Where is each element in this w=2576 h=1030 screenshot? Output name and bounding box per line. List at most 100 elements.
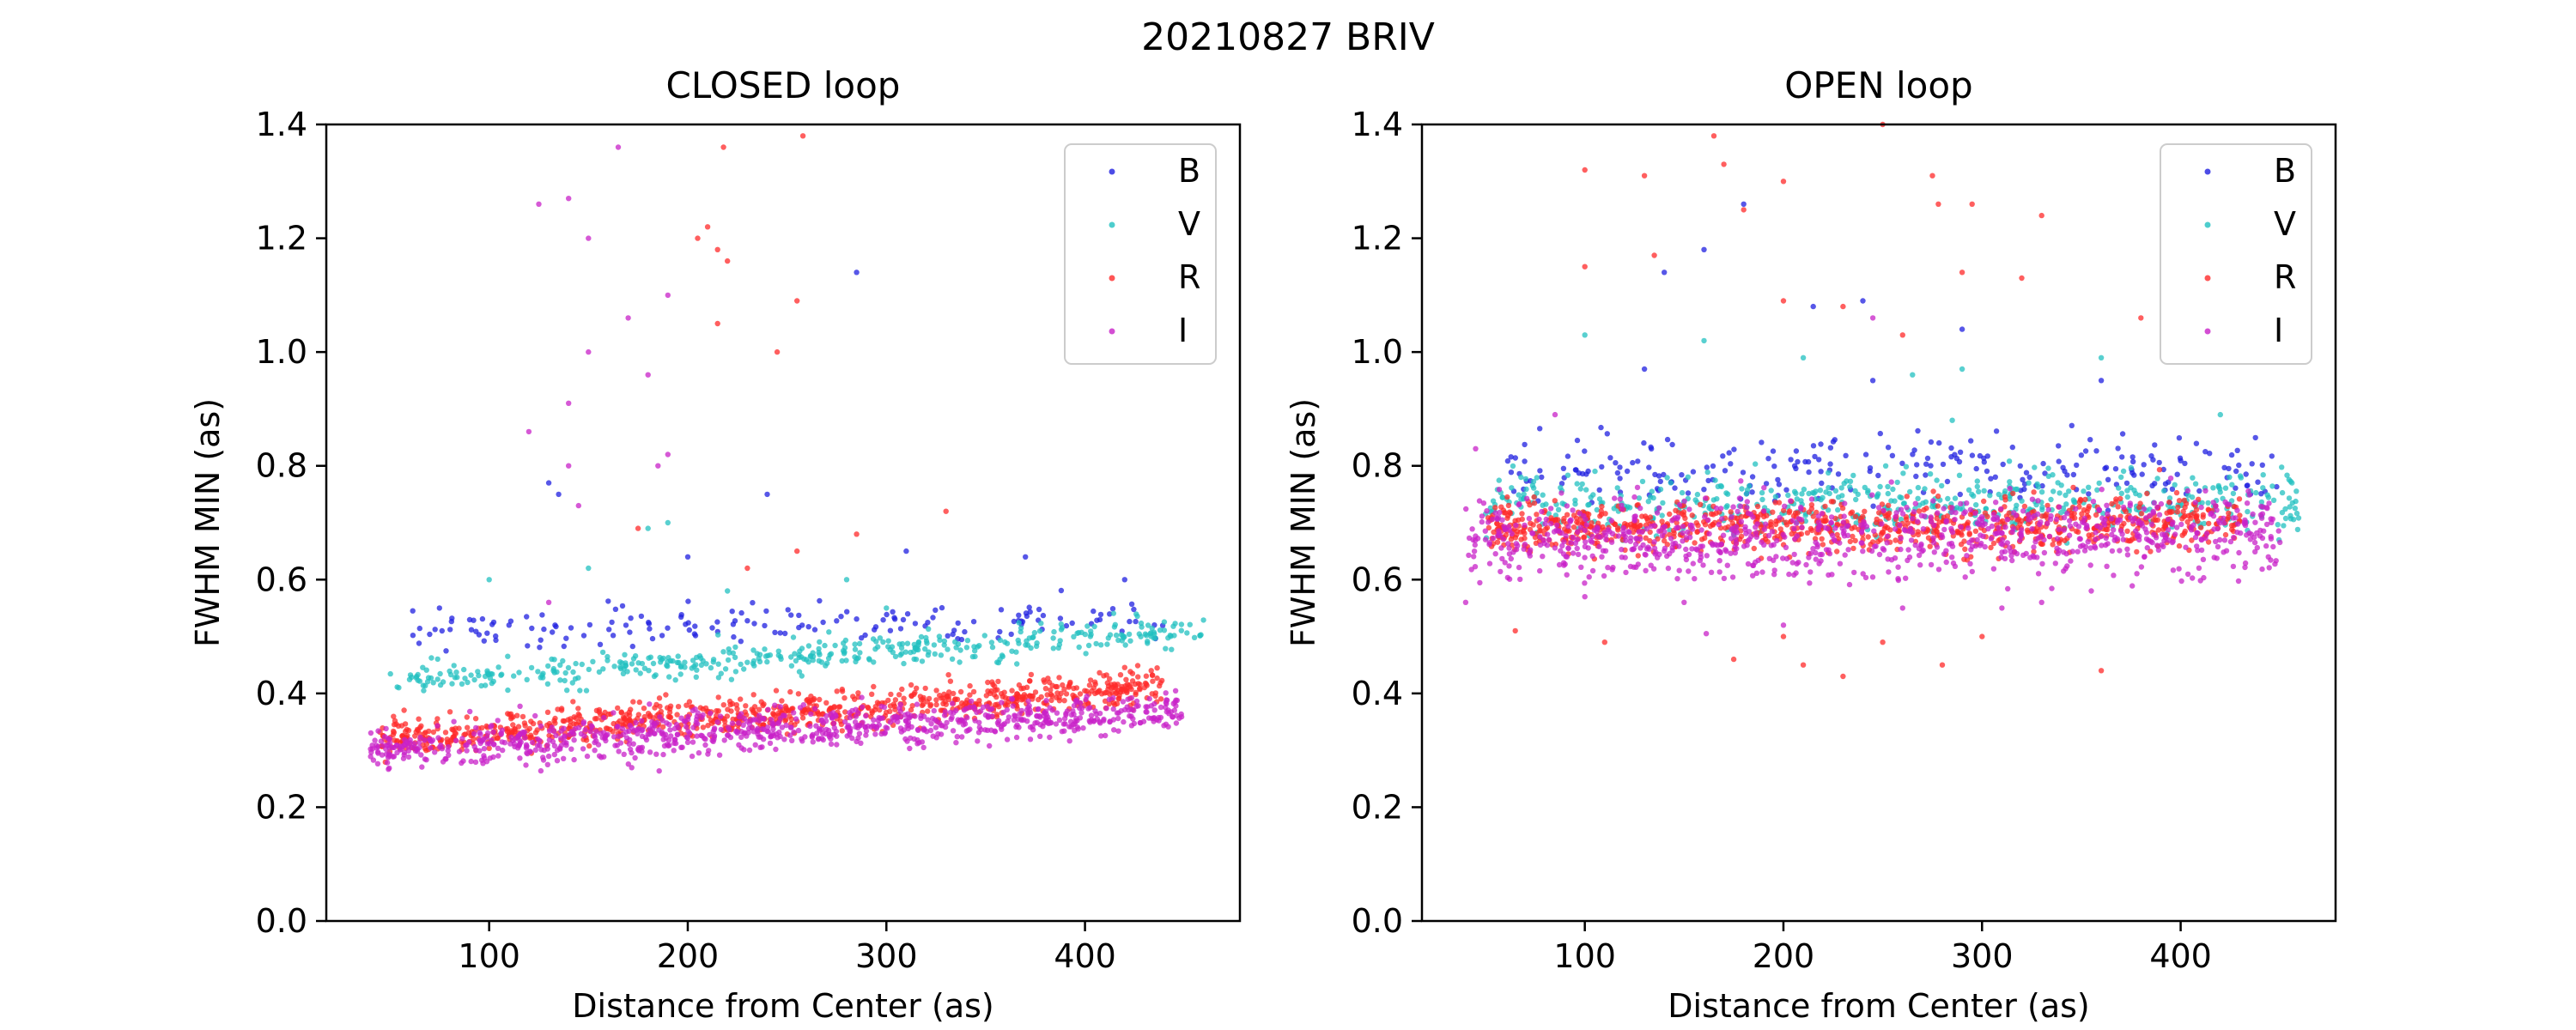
data-point bbox=[2081, 548, 2088, 554]
data-point bbox=[913, 657, 920, 663]
data-point bbox=[1548, 506, 1554, 512]
data-point bbox=[1522, 541, 1528, 548]
data-point bbox=[997, 637, 1004, 644]
data-point bbox=[1067, 718, 1074, 724]
data-point bbox=[592, 739, 598, 746]
data-point bbox=[2178, 578, 2184, 585]
data-point bbox=[1123, 676, 1129, 682]
data-point bbox=[1548, 520, 1554, 527]
data-point bbox=[725, 588, 731, 594]
data-point bbox=[1652, 551, 1658, 557]
data-point bbox=[1537, 426, 1543, 432]
data-point bbox=[646, 668, 652, 674]
data-point bbox=[1498, 568, 1504, 575]
data-point bbox=[1669, 548, 1675, 554]
data-point bbox=[1143, 704, 1149, 710]
data-point bbox=[2222, 485, 2229, 491]
data-point bbox=[1048, 697, 1054, 704]
data-point bbox=[877, 635, 884, 641]
data-point bbox=[896, 692, 902, 698]
data-point bbox=[962, 628, 968, 635]
data-point bbox=[954, 734, 961, 740]
data-point bbox=[545, 480, 552, 486]
data-point bbox=[958, 636, 965, 643]
data-point bbox=[887, 627, 894, 633]
data-point bbox=[1592, 468, 1598, 475]
data-point bbox=[1583, 522, 1590, 528]
data-point bbox=[2021, 503, 2028, 510]
data-point bbox=[1892, 555, 1899, 561]
data-point bbox=[718, 726, 724, 733]
data-point bbox=[2124, 546, 2130, 552]
data-point bbox=[1761, 542, 1767, 548]
data-point bbox=[1159, 677, 1165, 684]
data-point bbox=[1157, 714, 1164, 721]
data-point bbox=[1064, 708, 1071, 714]
data-point bbox=[1637, 523, 1643, 529]
y-tick-label: 0.2 bbox=[256, 788, 307, 826]
data-point bbox=[1013, 724, 1019, 730]
data-point bbox=[649, 635, 656, 642]
data-point bbox=[1490, 516, 1496, 523]
data-point bbox=[771, 721, 777, 727]
data-point bbox=[1152, 635, 1158, 641]
data-point bbox=[730, 621, 737, 627]
data-point bbox=[2070, 471, 2077, 478]
data-point bbox=[1516, 492, 1522, 498]
data-point bbox=[2227, 474, 2233, 481]
data-point bbox=[783, 722, 789, 729]
data-point bbox=[1609, 530, 1616, 536]
data-point bbox=[1689, 512, 1695, 518]
data-point bbox=[535, 669, 541, 675]
data-point bbox=[1781, 507, 1787, 513]
data-point bbox=[1103, 706, 1109, 712]
data-point bbox=[1832, 488, 1839, 494]
data-point bbox=[2061, 527, 2067, 533]
data-point bbox=[955, 620, 961, 627]
data-point bbox=[1630, 459, 1636, 466]
data-point bbox=[1662, 270, 1668, 276]
data-point bbox=[635, 712, 641, 718]
data-point bbox=[1598, 534, 1604, 540]
data-point bbox=[1777, 526, 1783, 532]
data-point bbox=[1928, 463, 1934, 469]
data-point bbox=[1088, 712, 1095, 718]
data-point bbox=[2193, 440, 2200, 446]
data-point bbox=[2064, 472, 2070, 478]
data-point bbox=[1834, 548, 1840, 554]
data-point bbox=[997, 628, 1003, 635]
data-point bbox=[2134, 571, 2140, 577]
data-point bbox=[1927, 471, 1934, 477]
data-point bbox=[1974, 483, 1980, 490]
data-point bbox=[885, 697, 891, 704]
data-point bbox=[1705, 477, 1711, 484]
data-point bbox=[811, 706, 818, 712]
data-point bbox=[2069, 510, 2075, 516]
data-point bbox=[1928, 518, 1935, 524]
data-point bbox=[678, 715, 684, 721]
data-point bbox=[890, 701, 897, 707]
data-point bbox=[1061, 686, 1067, 693]
data-point bbox=[2247, 536, 2253, 542]
data-point bbox=[637, 670, 643, 676]
data-point bbox=[1157, 704, 1164, 711]
data-point bbox=[1971, 493, 1977, 499]
legend-label-b: B bbox=[1178, 152, 1200, 190]
data-point bbox=[426, 728, 432, 735]
data-point bbox=[1036, 628, 1043, 634]
data-point bbox=[1104, 680, 1111, 686]
data-point bbox=[499, 727, 506, 733]
data-point bbox=[2137, 500, 2143, 506]
data-point bbox=[557, 662, 563, 668]
data-point bbox=[761, 701, 767, 707]
data-point bbox=[2009, 529, 2015, 536]
data-point bbox=[2154, 517, 2160, 523]
data-point bbox=[1010, 703, 1017, 709]
data-point bbox=[1858, 530, 1865, 536]
data-point bbox=[580, 633, 587, 639]
data-point bbox=[1565, 545, 1571, 552]
data-point bbox=[1847, 478, 1854, 484]
data-point bbox=[2155, 527, 2162, 533]
data-point bbox=[1480, 500, 1487, 506]
data-point bbox=[2005, 585, 2011, 592]
